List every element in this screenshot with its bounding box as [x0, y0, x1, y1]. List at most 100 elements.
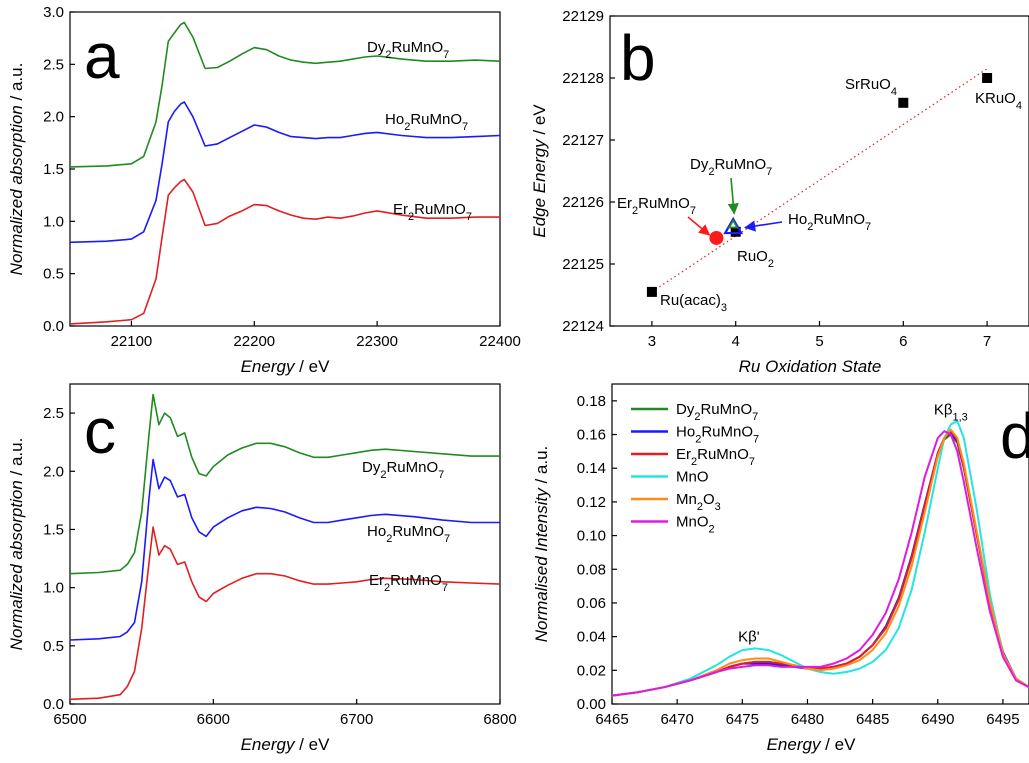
- y-tick-label: 0.06: [577, 595, 606, 612]
- legend-label: MnO: [676, 469, 709, 486]
- x-tick-label: 6480: [791, 711, 824, 728]
- fit-line: [651, 68, 988, 293]
- x-axis-label: Energy / eV: [767, 735, 856, 754]
- y-tick-label: 0.02: [577, 662, 606, 679]
- x-tick-label: 22200: [233, 333, 275, 350]
- y-tick-label: 22129: [562, 8, 604, 25]
- series-group: [612, 420, 1029, 697]
- panel-a-label: a: [84, 20, 120, 92]
- y-axis-label: Normalized absorption / a.u.: [7, 63, 26, 276]
- y-tick-label: 1.5: [43, 521, 64, 538]
- y-tick-label: 22128: [562, 70, 604, 87]
- y-tick-label: 0.10: [577, 528, 606, 545]
- x-tick-label: 6495: [986, 711, 1019, 728]
- arrow-er: [687, 216, 711, 236]
- point-label: RuO2: [737, 248, 774, 270]
- series-group: [70, 393, 500, 701]
- legend-label: Er2RuMnO7: [676, 446, 755, 468]
- x-tick-label: 6600: [197, 711, 230, 728]
- y-tick-label: 0.08: [577, 561, 606, 578]
- series-line-MnO2: [612, 430, 1029, 697]
- point-SrRuO4: [898, 97, 909, 108]
- y-tick-label: 0.04: [577, 629, 606, 646]
- x-tick-label: 6500: [53, 711, 86, 728]
- series-line-Er2RuMnO7: [70, 178, 500, 325]
- point-Er2RuMnO7: [709, 230, 724, 245]
- x-tick-label: 6700: [340, 711, 373, 728]
- y-tick-label: 2.0: [43, 463, 64, 480]
- y-axis-label: Normalised Intensity / a.u.: [532, 446, 551, 643]
- series-line-Ho2RuMnO7: [70, 458, 500, 641]
- series-label: Er2RuMnO7: [393, 201, 472, 223]
- x-tick-label: 4: [732, 333, 740, 350]
- legend-label: Ho2RuMnO7: [676, 424, 759, 446]
- x-tick-label: 6800: [483, 711, 516, 728]
- point-label: SrRuO4: [845, 76, 897, 98]
- y-tick-label: 2.5: [43, 56, 64, 73]
- y-tick-label: 1.0: [43, 580, 64, 597]
- y-tick-label: 22127: [562, 132, 604, 149]
- y-tick-label: 0.0: [43, 318, 64, 335]
- x-tick-label: 5: [815, 333, 823, 350]
- plot-frame: [611, 383, 1029, 705]
- x-axis-label: Energy / eV: [241, 735, 330, 754]
- x-tick-label: 22400: [479, 333, 521, 350]
- y-tick-label: 1.5: [43, 161, 64, 178]
- peak-label: Kβ': [738, 629, 760, 646]
- plot-frame: [69, 383, 501, 705]
- y-axis-label: Edge Energy / eV: [530, 104, 549, 238]
- series-line-Er2RuMnO7: [70, 526, 500, 701]
- x-tick-label: 7: [983, 333, 991, 350]
- y-tick-label: 0.12: [577, 494, 606, 511]
- y-tick-label: 2.0: [43, 109, 64, 126]
- point-label: Ho2RuMnO7: [788, 211, 871, 233]
- x-tick-label: 22100: [111, 333, 153, 350]
- x-tick-label: 6: [899, 333, 907, 350]
- y-tick-label: 0.14: [577, 460, 606, 477]
- y-tick-label: 0.16: [577, 427, 606, 444]
- plot-frame: [609, 15, 1029, 327]
- arrow-ho: [744, 220, 783, 232]
- x-tick-label: 22300: [356, 333, 398, 350]
- y-tick-label: 0.00: [577, 696, 606, 713]
- point-Dy2RuMnO7: [727, 218, 739, 229]
- x-tick-label: 6485: [856, 711, 889, 728]
- x-tick-label: 6490: [921, 711, 954, 728]
- series-label: Dy2RuMnO7: [367, 39, 449, 61]
- panel-b-label: b: [620, 22, 656, 94]
- series-label: Er2RuMnO7: [369, 572, 448, 594]
- plot-frame: [69, 11, 501, 327]
- x-tick-label: 6475: [726, 711, 759, 728]
- series-group: [70, 21, 500, 325]
- y-tick-label: 3.0: [43, 4, 64, 21]
- y-tick-label: 22125: [562, 256, 604, 273]
- y-tick-label: 22126: [562, 194, 604, 211]
- point-label: Dy2RuMnO7: [690, 156, 772, 178]
- peak-label: Kβ1,3: [934, 401, 968, 423]
- y-tick-label: 0.18: [577, 393, 606, 410]
- series-label: Ho2RuMnO7: [367, 523, 450, 545]
- x-tick-label: 6465: [595, 711, 628, 728]
- panel-a-ru-xanes: 22100 22200 22300 22400 0.0 0.5 1.0 1.5 2.0 2.5 3.…: [7, 4, 521, 376]
- y-tick-label: 0.5: [43, 266, 64, 283]
- series-line-Dy2RuMnO7: [70, 393, 500, 575]
- series-line-Dy2RuMnO7: [70, 21, 500, 168]
- panel-b-edge-energy: 3 4 5 6 7 22124 22125 22126 22127 22128 22129 Ru Ox…: [530, 8, 1029, 376]
- x-axis-label: Energy / eV: [241, 357, 330, 376]
- panel-d-label: d: [1000, 400, 1029, 472]
- legend-label: MnO2: [676, 514, 715, 536]
- y-tick-label: 1.0: [43, 213, 64, 230]
- panel-c-label: c: [84, 395, 116, 467]
- x-axis-label: Ru Oxidation State: [739, 357, 882, 376]
- x-tick-label: 6470: [660, 711, 693, 728]
- legend-label: Dy2RuMnO7: [676, 401, 758, 423]
- legend-label: Mn2O3: [676, 491, 721, 513]
- series-line-Mn2O3: [612, 428, 1029, 697]
- point-KRuO4: [982, 73, 993, 83]
- panel-d-kbeta-xes: 6465 6470 6475 6480 6485 6490 6495 0.00 0.02 0.04…: [532, 383, 1029, 754]
- x-tick-label: 3: [648, 333, 656, 350]
- series-line-MnO: [612, 420, 1029, 697]
- point-RuO2: [730, 226, 741, 237]
